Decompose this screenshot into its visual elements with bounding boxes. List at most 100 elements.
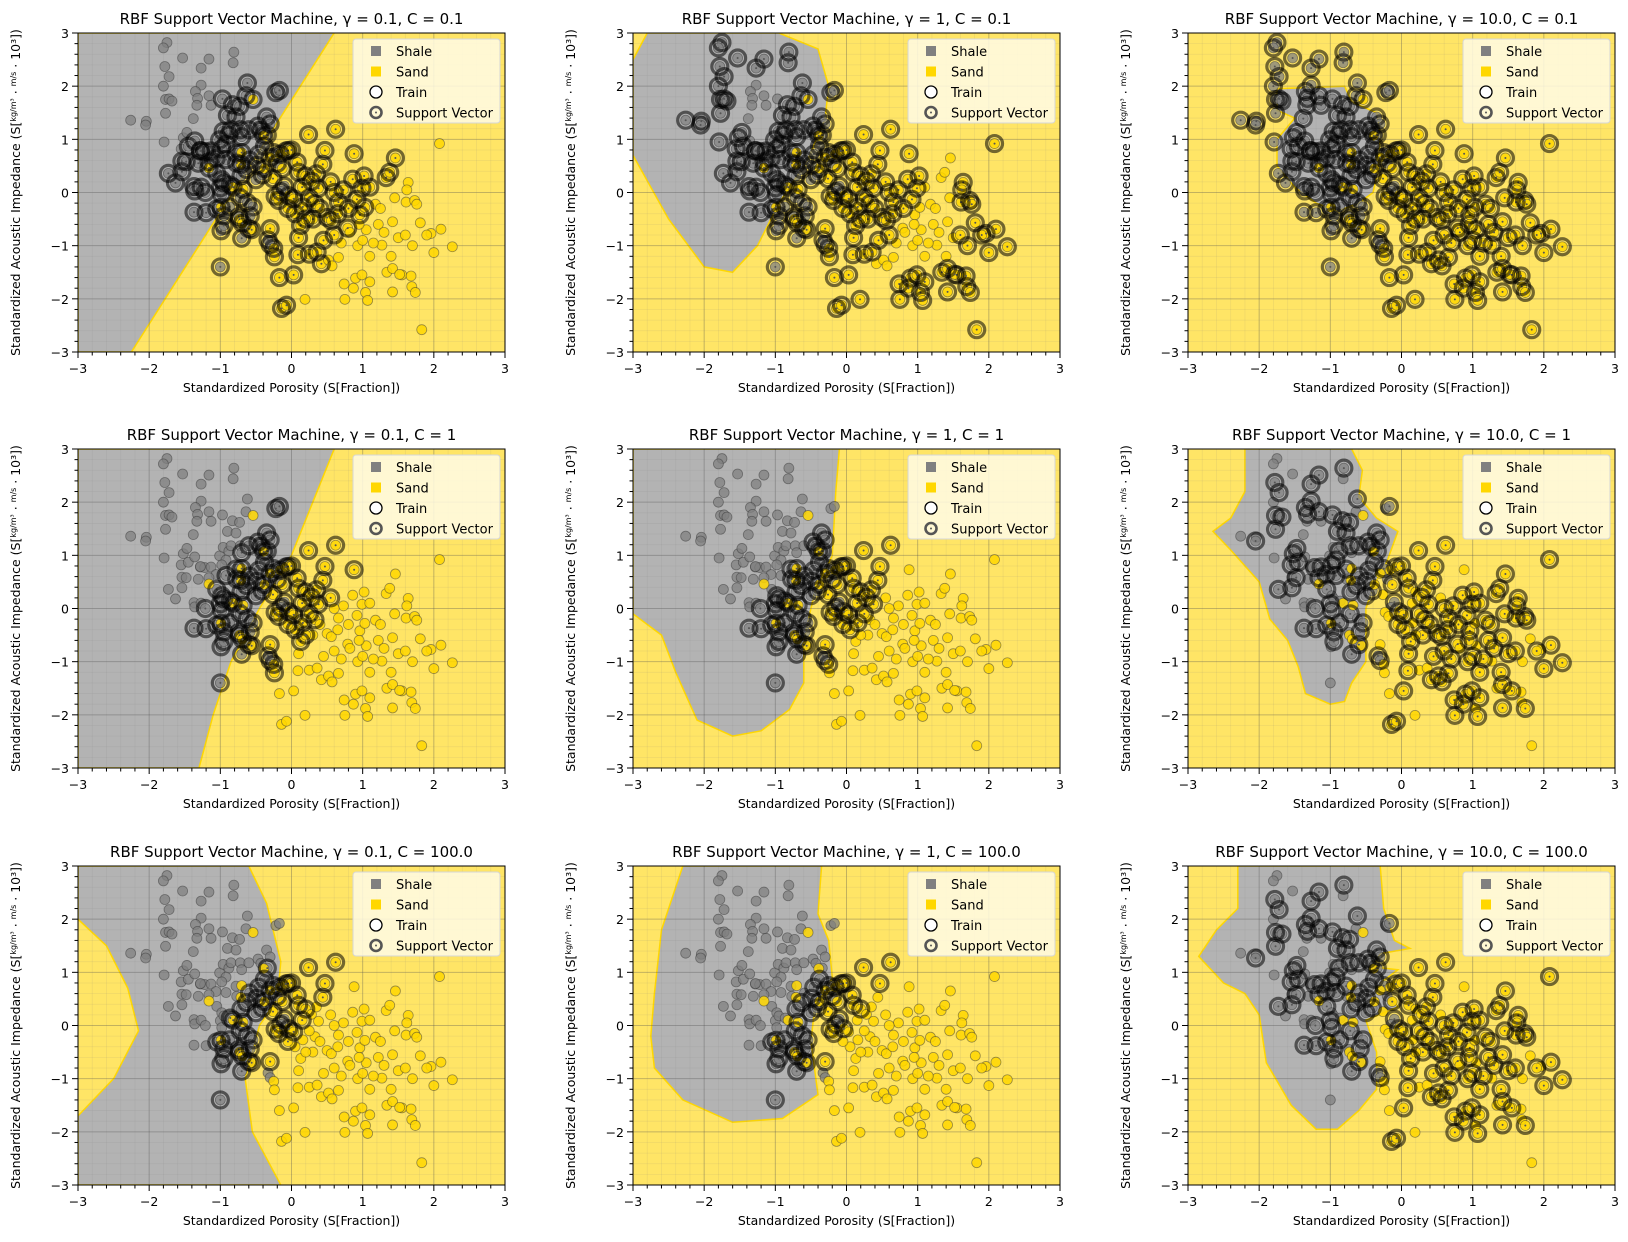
subplot-title: RBF Support Vector Machine, γ = 1, C = 0… bbox=[682, 10, 1012, 28]
legend-label: Shale bbox=[396, 878, 432, 893]
sand-point bbox=[914, 617, 926, 629]
support-vector-ring bbox=[299, 244, 319, 264]
y-tick-label: 1 bbox=[61, 548, 69, 563]
train-legend-marker bbox=[369, 85, 383, 99]
support-vector-dot bbox=[1406, 669, 1409, 672]
support-vector-ring bbox=[1246, 531, 1266, 551]
support-vector-dot bbox=[321, 579, 324, 582]
support-vector-dot bbox=[748, 211, 751, 214]
y-tick-label: −1 bbox=[51, 655, 69, 670]
support-vector-dot bbox=[1239, 119, 1242, 122]
support-vector-dot bbox=[759, 607, 762, 610]
support-vector-dot bbox=[870, 172, 873, 175]
support-vector-ring bbox=[176, 152, 196, 172]
support-vector-ring bbox=[257, 958, 277, 978]
support-vector-dot bbox=[1350, 653, 1353, 656]
support-vector-dot bbox=[1433, 149, 1436, 152]
support-vector-dot bbox=[222, 1057, 225, 1060]
sand-point bbox=[869, 1036, 881, 1047]
support-vector-ring bbox=[1286, 152, 1306, 172]
support-vector-ring bbox=[1515, 282, 1535, 303]
support-vector-dot bbox=[994, 228, 997, 231]
sand-point bbox=[446, 657, 458, 669]
sand-point bbox=[367, 653, 379, 665]
sand-point bbox=[956, 1017, 968, 1029]
support-vector-dot bbox=[1396, 207, 1399, 210]
support-vector-ring bbox=[1416, 164, 1437, 184]
x-tick-label: 1 bbox=[1469, 361, 1477, 376]
support-vector-dot bbox=[250, 1061, 253, 1064]
support-vector-ring bbox=[854, 188, 874, 208]
support-vector-ring bbox=[786, 570, 806, 590]
subplot-title: RBF Support Vector Machine, γ = 10.0, C … bbox=[1225, 10, 1578, 28]
legend-label: Train bbox=[395, 919, 427, 934]
legend-label: Train bbox=[395, 502, 427, 517]
support-vector-ring bbox=[854, 244, 874, 264]
legend-label: Shale bbox=[1506, 461, 1542, 476]
sand-point bbox=[906, 1027, 918, 1038]
support-vector-dot bbox=[249, 214, 252, 217]
support-vector-dot bbox=[740, 131, 743, 134]
support-vector-dot bbox=[296, 161, 299, 164]
sand-point bbox=[338, 278, 350, 290]
x-tick-label: 0 bbox=[843, 361, 851, 376]
sand-point bbox=[428, 247, 440, 258]
support-vector-dot bbox=[829, 91, 832, 94]
points bbox=[680, 453, 1013, 752]
legend-label: Support Vector bbox=[396, 523, 494, 538]
support-vector-dot bbox=[205, 211, 208, 214]
support-vector-dot bbox=[250, 228, 253, 231]
support-vector-ring bbox=[264, 247, 285, 267]
support-vector-dot bbox=[775, 622, 778, 625]
support-vector-dot bbox=[829, 611, 832, 614]
support-vector-dot bbox=[980, 234, 983, 237]
support-vector-dot bbox=[1465, 198, 1468, 201]
support-vector-ring bbox=[223, 1010, 243, 1030]
sand-legend-marker bbox=[926, 66, 936, 77]
support-vector-dot bbox=[789, 568, 792, 571]
shale-point bbox=[230, 527, 242, 539]
support-vector-ring bbox=[344, 144, 364, 164]
support-vector-ring bbox=[360, 177, 380, 197]
support-vector-dot bbox=[1320, 104, 1323, 107]
support-vector-dot bbox=[1342, 51, 1345, 54]
sand-point bbox=[922, 237, 934, 249]
sand-point bbox=[356, 1102, 368, 1114]
support-vector-ring bbox=[1298, 153, 1318, 173]
support-vector-dot bbox=[762, 58, 765, 61]
support-vector-ring bbox=[1527, 225, 1547, 245]
sand-point bbox=[930, 1036, 941, 1047]
support-vector-dot bbox=[353, 568, 356, 571]
support-vector-ring bbox=[278, 198, 298, 219]
support-vector-ring bbox=[815, 635, 835, 655]
x-tick-label: 0 bbox=[1398, 777, 1406, 792]
shale-point bbox=[785, 527, 797, 539]
support-vector-ring bbox=[1341, 154, 1361, 174]
support-vector-dot bbox=[824, 659, 827, 662]
sand-point bbox=[919, 1083, 931, 1095]
shale-point bbox=[228, 462, 240, 474]
support-vector-ring bbox=[1309, 502, 1329, 522]
support-vector-dot bbox=[1391, 583, 1394, 586]
sand-point bbox=[399, 229, 411, 241]
support-vector-ring bbox=[289, 228, 309, 248]
sand-point bbox=[913, 586, 925, 598]
support-vector-ring bbox=[809, 126, 829, 146]
support-vector-dot bbox=[301, 186, 304, 189]
sand-point bbox=[335, 1070, 347, 1082]
shale-point bbox=[798, 957, 810, 969]
sand-point bbox=[944, 1025, 956, 1037]
support-vector-ring bbox=[1409, 604, 1429, 624]
support-vector-dot bbox=[1542, 667, 1545, 670]
support-vector-ring bbox=[765, 673, 785, 693]
support-vector-dot bbox=[1335, 574, 1338, 577]
support-vector-dot bbox=[787, 186, 790, 189]
y-tick-label: −2 bbox=[606, 292, 624, 307]
support-vector-ring bbox=[1306, 619, 1326, 639]
sand-point bbox=[919, 692, 931, 704]
sand-point bbox=[933, 642, 945, 654]
sand-point bbox=[898, 1036, 909, 1047]
support-vector-dot bbox=[1461, 178, 1464, 181]
